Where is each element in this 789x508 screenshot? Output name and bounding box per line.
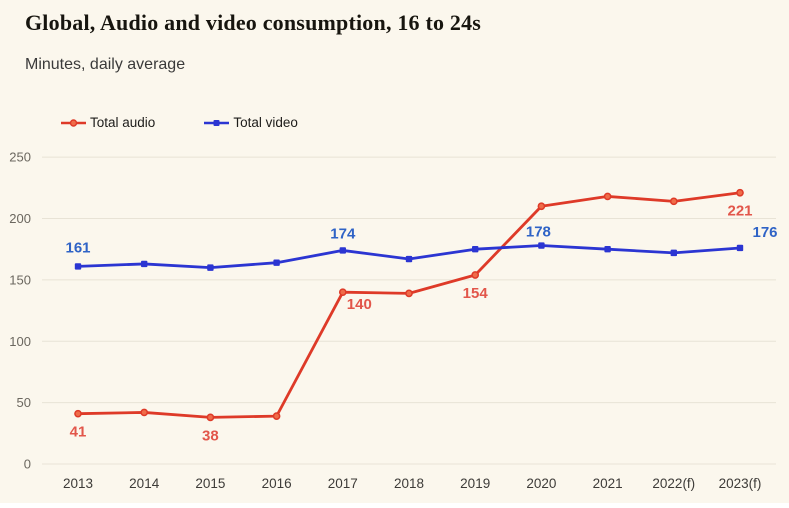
total-video-point-2013 <box>74 263 82 270</box>
legend-item-total-video: Total video <box>203 115 298 130</box>
total-video-point-2021 <box>604 246 611 253</box>
y-tick-label-0: 0 <box>24 457 31 472</box>
y-tick-label-100: 100 <box>9 334 31 349</box>
x-tick-label-2015: 2015 <box>195 476 225 491</box>
video-series-marker-icon <box>204 119 230 126</box>
total-video-value-label-2017: 174 <box>330 225 356 242</box>
x-tick-label-2019: 2019 <box>460 476 490 491</box>
total-video-value-label-2020: 178 <box>526 224 551 241</box>
x-tick-label-2023-f: 2023(f) <box>719 476 762 491</box>
total-audio-value-label-2013: 41 <box>70 424 87 441</box>
x-tick-label-2016: 2016 <box>262 476 292 491</box>
total-audio-point-2013 <box>74 409 82 418</box>
total-video-point-2023-f <box>736 244 744 252</box>
total-audio-point-2018 <box>405 289 413 298</box>
total-audio-point-2023-f <box>736 188 744 197</box>
legend: Total audio Total video <box>60 115 298 130</box>
total-video-point-2018 <box>405 255 413 263</box>
total-audio-line <box>76 191 742 419</box>
x-tick-label-2022-f: 2022(f) <box>652 476 695 491</box>
total-video-point-2016 <box>273 259 280 266</box>
total-video-point-2015 <box>207 264 214 271</box>
total-video-point-2020 <box>538 242 545 249</box>
total-audio-point-2021 <box>603 192 612 201</box>
x-tick-label-2014: 2014 <box>129 476 160 491</box>
total-video-point-2019 <box>472 246 479 253</box>
x-tick-label-2017: 2017 <box>328 476 358 491</box>
chart-subtitle: Minutes, daily average <box>25 56 186 73</box>
total-video-point-2022-f <box>670 249 677 257</box>
total-audio-point-2015 <box>206 413 215 422</box>
total-audio-point-2014 <box>140 408 149 417</box>
total-audio-point-2020 <box>537 202 546 211</box>
x-tick-label-2018: 2018 <box>394 476 424 491</box>
x-tick-label-2021: 2021 <box>593 476 623 491</box>
total-audio-value-label-2019: 154 <box>463 285 489 302</box>
total-audio-value-label-2015: 38 <box>202 427 219 444</box>
page-title: Global, Audio and video consumption, 16 … <box>25 10 482 35</box>
total-audio-point-2022-f <box>669 197 678 206</box>
legend-label-total-audio: Total audio <box>90 115 156 130</box>
total-audio-value-label-2023-f: 221 <box>727 203 752 220</box>
y-tick-label-200: 200 <box>9 211 31 226</box>
total-audio-value-label-2017: 140 <box>347 296 372 313</box>
total-video-value-label-2013: 161 <box>65 239 90 256</box>
total-audio-point-2016 <box>272 412 281 420</box>
total-video-point-2017 <box>339 247 346 254</box>
audio-series-marker-icon <box>61 118 86 127</box>
total-video-value-label-2023-f: 176 <box>752 224 777 241</box>
bottom-page-margin <box>0 503 789 508</box>
y-tick-label-250: 250 <box>9 150 31 165</box>
x-tick-label-2013: 2013 <box>63 476 93 491</box>
total-audio-point-2017 <box>338 288 347 297</box>
legend-item-total-audio: Total audio <box>60 115 155 130</box>
total-video-point-2014 <box>141 260 148 268</box>
legend-label-total-video: Total video <box>233 115 298 130</box>
total-audio-point-2019 <box>471 271 480 279</box>
y-tick-label-50: 50 <box>17 395 31 410</box>
x-tick-label-2020: 2020 <box>526 476 556 491</box>
y-tick-label-150: 150 <box>9 272 31 287</box>
